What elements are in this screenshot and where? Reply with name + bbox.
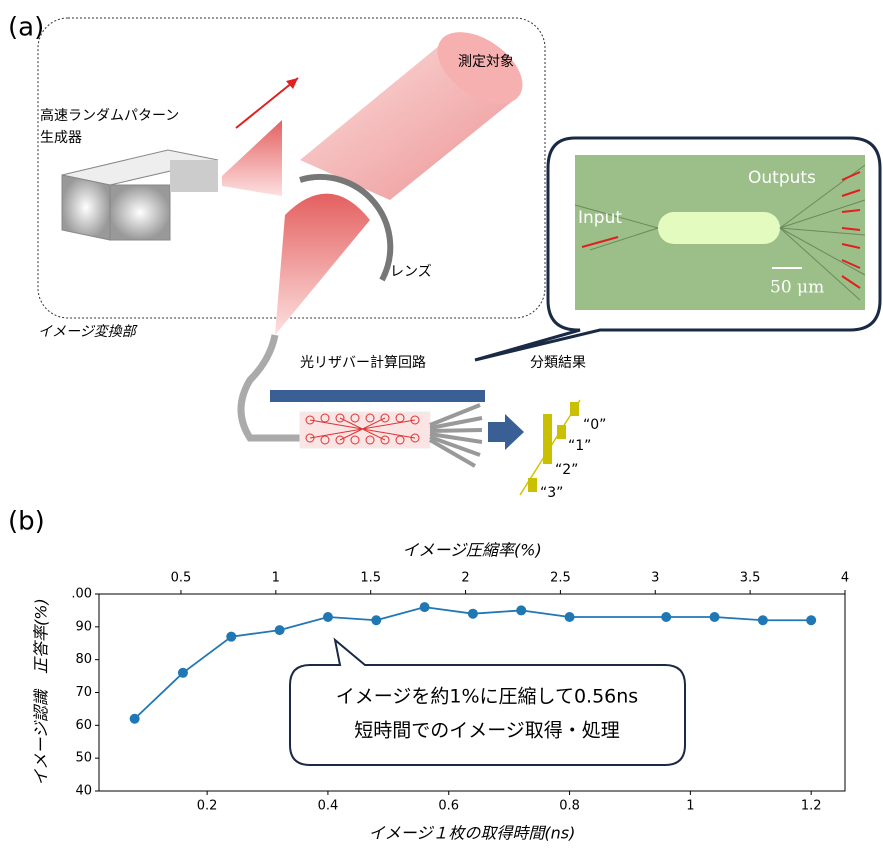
x2-tick-label: 3.5 — [740, 571, 761, 586]
class-label: “0” — [583, 417, 606, 433]
class-label: “2” — [555, 462, 578, 478]
x-tick-label: 0.2 — [197, 799, 218, 814]
generator-label: 高速ランダムパターン — [40, 107, 179, 124]
input-label: Input — [578, 208, 622, 228]
panel-a: (a) 測定対象 高速ランダムパターン 生成器 レンズ イメージ変換部 分類結果… — [8, 13, 882, 501]
box-side — [109, 184, 171, 241]
point — [806, 615, 817, 626]
converter-frame — [37, 17, 546, 319]
point — [226, 631, 237, 642]
y-tick-label: 80 — [75, 652, 92, 667]
x-tick-label: 0.4 — [318, 799, 339, 814]
panel-label: (a) — [8, 13, 44, 43]
fiber — [237, 334, 300, 442]
scale-label: 50 μm — [770, 278, 824, 298]
class-label: “1” — [568, 438, 591, 454]
point — [516, 605, 527, 616]
point — [661, 611, 672, 622]
point — [177, 667, 188, 678]
box-front — [61, 174, 111, 241]
callout-text: 短時間でのイメージ取得・処理 — [354, 720, 620, 742]
x-tick-label: 0.6 — [438, 799, 459, 814]
y-tick-label: 40 — [75, 784, 92, 799]
callout-text: イメージを約1%に圧縮して0.56ns — [336, 686, 638, 708]
result-bar — [570, 402, 579, 416]
y-tick-label: 50 — [75, 751, 92, 766]
converter-label: イメージ変換部 — [38, 324, 138, 340]
lens — [299, 174, 394, 282]
point — [371, 615, 382, 626]
x2-tick-label: 0.5 — [171, 571, 192, 586]
result-label: 分類結果 — [530, 355, 586, 371]
point — [757, 615, 768, 626]
result-bar — [543, 414, 552, 464]
y-axis-label: イメージ認識 正答率(%) — [32, 598, 51, 785]
outputs-label: Outputs — [748, 168, 816, 188]
box-face — [170, 160, 218, 192]
y-tick-label: 90 — [75, 619, 92, 634]
waveguide — [658, 212, 780, 244]
x2-tick-label: 1 — [272, 571, 280, 586]
point — [467, 608, 478, 619]
x2-tick-label: 4 — [841, 571, 849, 586]
arrow-head — [286, 78, 298, 89]
focus-cone — [275, 193, 370, 335]
output-lines — [428, 403, 483, 468]
point — [274, 625, 285, 636]
x2-tick-label: 2.5 — [550, 571, 571, 586]
cylinder-end — [437, 32, 523, 104]
x2-tick-label: 2 — [461, 571, 469, 586]
panel-label: (b) — [8, 507, 45, 537]
reservoir-cells — [305, 413, 420, 445]
output-arrows — [841, 171, 861, 289]
callout — [289, 637, 686, 766]
x2-tick-label: 1.5 — [360, 571, 381, 586]
lens-label: レンズ — [390, 264, 432, 280]
x2-axis-label: イメージ圧縮率(%) — [402, 541, 541, 560]
point — [564, 611, 575, 622]
plot: 40 50 60 70 80 90 .00 0.2 0.4 0.6 0.8 1 1.2 0.5 1 1.5 2 2… — [71, 571, 849, 814]
x-tick-label: 0.8 — [559, 799, 580, 814]
beam — [222, 120, 282, 196]
point — [709, 611, 720, 622]
class-label: “3” — [540, 485, 563, 501]
result-bar — [528, 478, 537, 492]
result-arrow — [488, 414, 524, 450]
point — [129, 713, 140, 724]
x2-tick-label: 3 — [651, 571, 659, 586]
y-tick-label: .00 — [71, 587, 92, 602]
y-tick-label: 60 — [75, 718, 92, 733]
arrow — [235, 77, 299, 129]
result-bar — [557, 425, 566, 439]
x-tick-label: 1 — [686, 799, 694, 814]
x-axis-label: イメージ１枚の取得時間(ns) — [369, 824, 576, 843]
x-tick-label: 1.2 — [801, 799, 822, 814]
point — [322, 611, 333, 622]
reservoir-label: 光リザバー計算回路 — [300, 355, 426, 371]
chip-bar — [270, 390, 485, 402]
waveguides — [574, 164, 866, 301]
generator-label: 生成器 — [40, 130, 82, 146]
input-arrow — [581, 236, 619, 248]
point — [419, 602, 430, 613]
series-line — [134, 606, 812, 720]
y-tick-label: 70 — [75, 685, 92, 700]
target-label: 測定対象 — [458, 54, 514, 70]
